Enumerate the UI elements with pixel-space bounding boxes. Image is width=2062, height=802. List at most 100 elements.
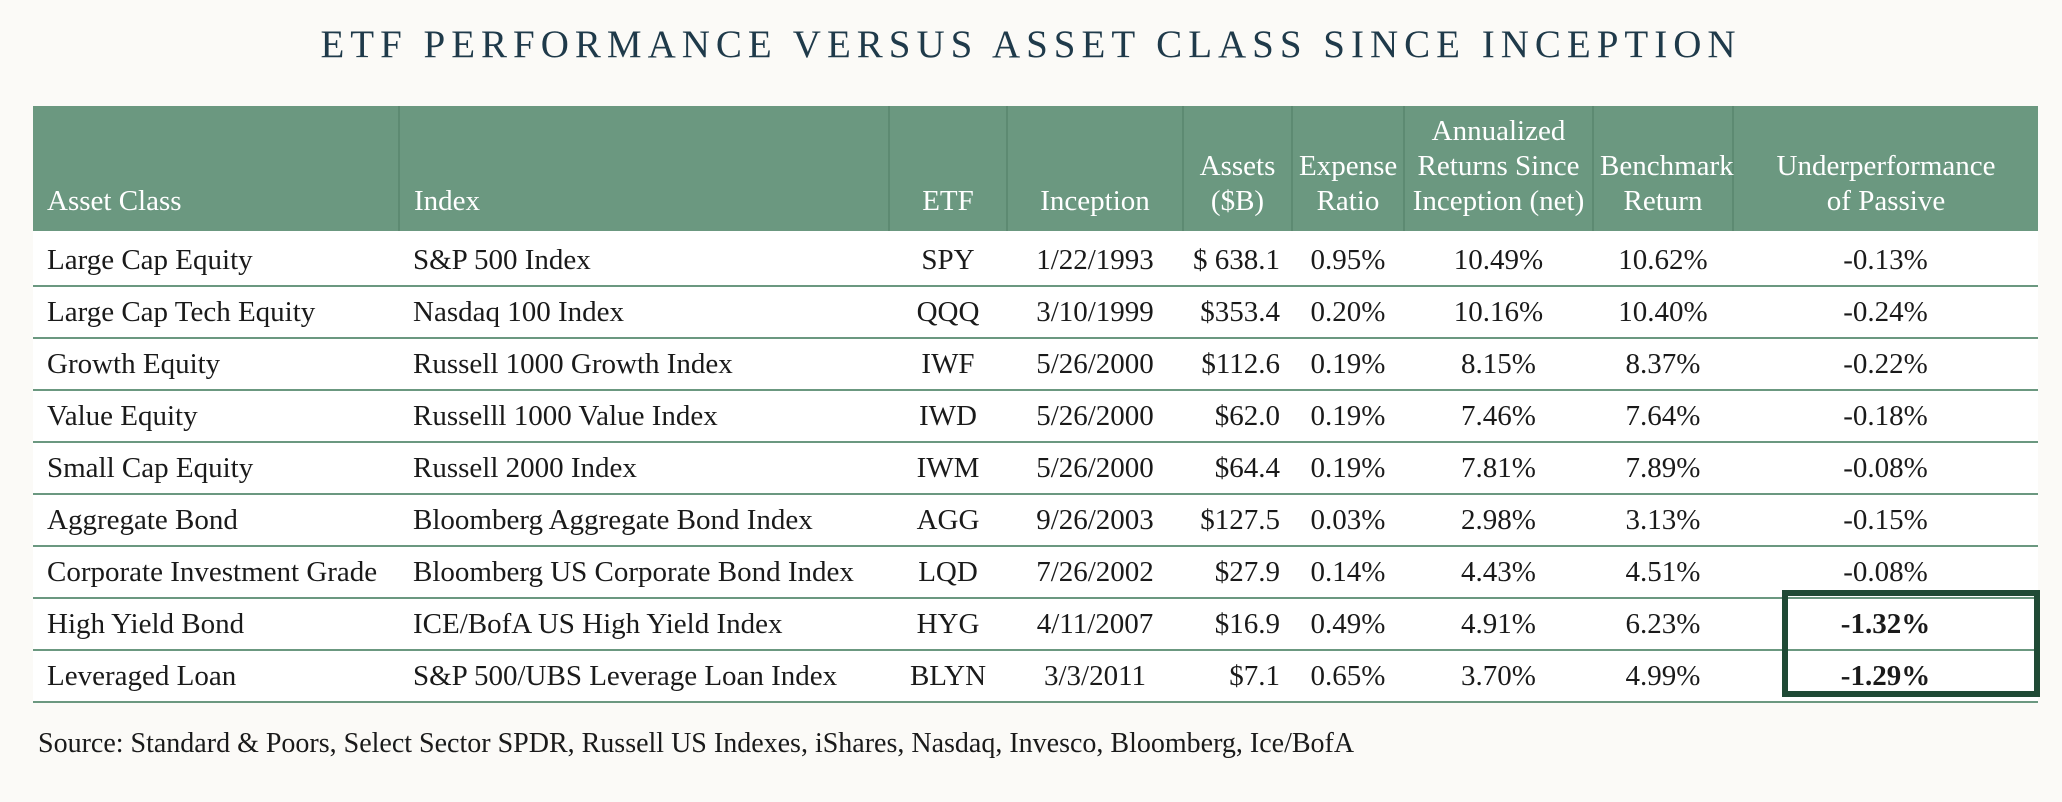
cell-underperformance: -0.18% [1733, 390, 2038, 443]
cell-etf: BLYN [889, 650, 1007, 703]
cell-inception: 9/26/2003 [1007, 494, 1183, 547]
cell-asset-class: Growth Equity [33, 338, 399, 391]
header-inception: Inception [1006, 106, 1183, 235]
cell-annualized: 4.91% [1404, 598, 1593, 651]
cell-expense: 0.95% [1292, 233, 1404, 287]
cell-asset-class: Value Equity [33, 390, 399, 443]
cell-asset-class: Aggregate Bond [33, 494, 399, 547]
etf-performance-table-container: Asset Class Index ETF Inception Assets ($… [33, 106, 2038, 703]
cell-etf: AGG [889, 494, 1007, 547]
cell-underperformance: -0.24% [1733, 286, 2038, 339]
cell-benchmark: 4.51% [1593, 546, 1733, 599]
cell-annualized: 7.46% [1404, 390, 1593, 443]
cell-inception: 4/11/2007 [1007, 598, 1183, 651]
cell-expense: 0.19% [1292, 338, 1404, 391]
cell-expense: 0.14% [1292, 546, 1404, 599]
cell-asset-class: Large Cap Equity [33, 233, 399, 287]
cell-index: S&P 500 Index [399, 233, 889, 287]
cell-expense: 0.65% [1292, 650, 1404, 703]
cell-expense: 0.19% [1292, 442, 1404, 495]
cell-etf: HYG [889, 598, 1007, 651]
cell-benchmark: 4.99% [1593, 650, 1733, 703]
cell-inception: 3/3/2011 [1007, 650, 1183, 703]
cell-index: Russell 2000 Index [399, 442, 889, 495]
cell-index: Russell 1000 Growth Index [399, 338, 889, 391]
cell-assets: $112.6 [1183, 338, 1292, 391]
cell-assets: $353.4 [1183, 286, 1292, 339]
cell-expense: 0.19% [1292, 390, 1404, 443]
cell-benchmark: 10.62% [1593, 233, 1733, 287]
cell-benchmark: 6.23% [1593, 598, 1733, 651]
table-row: Small Cap Equity Russell 2000 Index IWM … [33, 442, 2038, 495]
cell-etf: IWD [889, 390, 1007, 443]
cell-assets: $64.4 [1183, 442, 1292, 495]
cell-inception: 7/26/2002 [1007, 546, 1183, 599]
table-row: Large Cap Tech Equity Nasdaq 100 Index Q… [33, 286, 2038, 339]
source-note: Source: Standard & Poors, Select Sector … [38, 728, 1355, 759]
header-row: Asset Class Index ETF Inception Assets ($… [33, 106, 2038, 235]
cell-etf: LQD [889, 546, 1007, 599]
cell-annualized: 10.16% [1404, 286, 1593, 339]
cell-etf: IWM [889, 442, 1007, 495]
highlight-box [1782, 590, 2040, 697]
cell-asset-class: Leveraged Loan [33, 650, 399, 703]
cell-expense: 0.49% [1292, 598, 1404, 651]
cell-underperformance: -0.22% [1733, 338, 2038, 391]
cell-underperformance: -0.13% [1733, 233, 2038, 287]
table-row: Growth Equity Russell 1000 Growth Index … [33, 338, 2038, 391]
header-annualized-returns: Annualized Returns Since Inception (net) [1403, 106, 1593, 235]
cell-benchmark: 8.37% [1593, 338, 1733, 391]
table-row: High Yield Bond ICE/BofA US High Yield I… [33, 598, 2038, 651]
cell-asset-class: Small Cap Equity [33, 442, 399, 495]
cell-assets: $127.5 [1183, 494, 1292, 547]
table-row: Aggregate Bond Bloomberg Aggregate Bond … [33, 494, 2038, 547]
cell-annualized: 3.70% [1404, 650, 1593, 703]
header-assets: Assets ($B) [1182, 106, 1292, 235]
cell-annualized: 2.98% [1404, 494, 1593, 547]
cell-assets: $62.0 [1183, 390, 1292, 443]
cell-etf: SPY [889, 233, 1007, 287]
etf-performance-table: Asset Class Index ETF Inception Assets ($… [33, 106, 2038, 703]
header-underperformance: Underperformance of Passive [1732, 106, 2038, 235]
cell-annualized: 8.15% [1404, 338, 1593, 391]
cell-assets: $16.9 [1183, 598, 1292, 651]
cell-etf: IWF [889, 338, 1007, 391]
cell-annualized: 7.81% [1404, 442, 1593, 495]
page-title: ETF PERFORMANCE VERSUS ASSET CLASS SINCE… [320, 23, 1742, 66]
table-row: Value Equity Russelll 1000 Value Index I… [33, 390, 2038, 443]
cell-expense: 0.03% [1292, 494, 1404, 547]
cell-index: Bloomberg Aggregate Bond Index [399, 494, 889, 547]
cell-inception: 5/26/2000 [1007, 442, 1183, 495]
cell-inception: 1/22/1993 [1007, 233, 1183, 287]
cell-index: Russelll 1000 Value Index [399, 390, 889, 443]
cell-assets: $27.9 [1183, 546, 1292, 599]
cell-index: Nasdaq 100 Index [399, 286, 889, 339]
cell-benchmark: 10.40% [1593, 286, 1733, 339]
cell-annualized: 10.49% [1404, 233, 1593, 287]
header-benchmark-return: Benchmark Return [1592, 106, 1734, 235]
cell-inception: 3/10/1999 [1007, 286, 1183, 339]
header-index: Index [398, 106, 889, 235]
cell-benchmark: 7.89% [1593, 442, 1733, 495]
cell-asset-class: High Yield Bond [33, 598, 399, 651]
header-etf: ETF [888, 106, 1007, 235]
cell-benchmark: 3.13% [1593, 494, 1733, 547]
cell-index: S&P 500/UBS Leverage Loan Index [399, 650, 889, 703]
cell-annualized: 4.43% [1404, 546, 1593, 599]
cell-underperformance: -0.08% [1733, 442, 2038, 495]
cell-asset-class: Corporate Investment Grade [33, 546, 399, 599]
cell-underperformance: -0.15% [1733, 494, 2038, 547]
cell-inception: 5/26/2000 [1007, 390, 1183, 443]
cell-asset-class: Large Cap Tech Equity [33, 286, 399, 339]
cell-assets: $7.1 [1183, 650, 1292, 703]
cell-inception: 5/26/2000 [1007, 338, 1183, 391]
header-expense-ratio: Expense Ratio [1291, 106, 1404, 235]
cell-assets: $ 638.1 [1183, 233, 1292, 287]
cell-benchmark: 7.64% [1593, 390, 1733, 443]
cell-index: ICE/BofA US High Yield Index [399, 598, 889, 651]
table-row: Large Cap Equity S&P 500 Index SPY 1/22/… [33, 233, 2038, 287]
table-row: Leveraged Loan S&P 500/UBS Leverage Loan… [33, 650, 2038, 703]
cell-index: Bloomberg US Corporate Bond Index [399, 546, 889, 599]
table-row: Corporate Investment Grade Bloomberg US … [33, 546, 2038, 599]
header-asset-class: Asset Class [33, 106, 399, 235]
